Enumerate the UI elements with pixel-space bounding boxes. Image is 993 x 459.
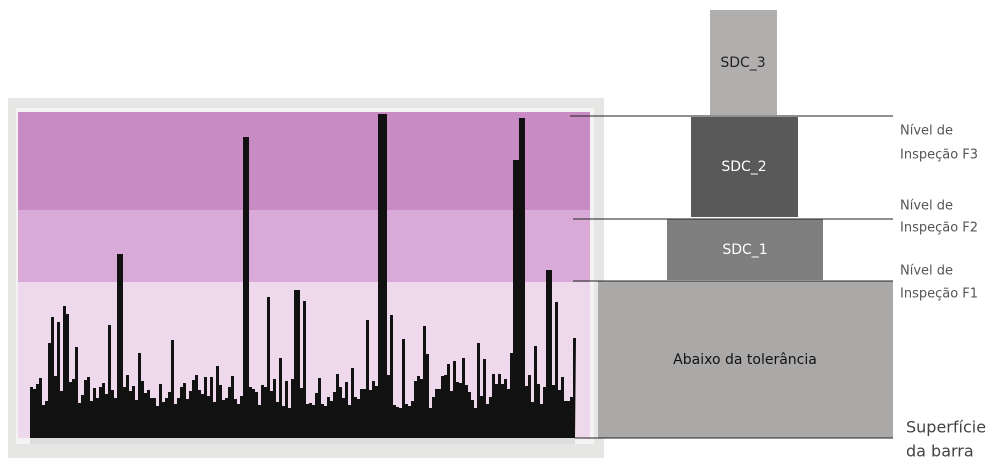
level-label: Inspeção F1 xyxy=(900,287,978,302)
level-label: Nível de xyxy=(900,264,953,279)
box-label: SDC_2 xyxy=(721,159,766,175)
surface-label: Superfície xyxy=(906,418,986,437)
band-mid xyxy=(18,210,590,282)
box-label: SDC_1 xyxy=(722,242,767,258)
box-label: SDC_3 xyxy=(720,55,765,71)
level-label: Inspeção F3 xyxy=(900,148,978,163)
screen-photo xyxy=(8,98,604,458)
level-label: Nível de xyxy=(900,124,953,139)
diagram: SDC_3 SDC_2 SDC_1 Abaixo da tolerância N… xyxy=(0,0,993,459)
level-label: Inspeção F2 xyxy=(900,221,978,236)
surface-label: da barra xyxy=(906,442,974,459)
band-high xyxy=(18,112,590,210)
level-label: Nível de xyxy=(900,199,953,214)
box-label: Abaixo da tolerância xyxy=(673,352,817,368)
scrollbar xyxy=(30,438,575,444)
